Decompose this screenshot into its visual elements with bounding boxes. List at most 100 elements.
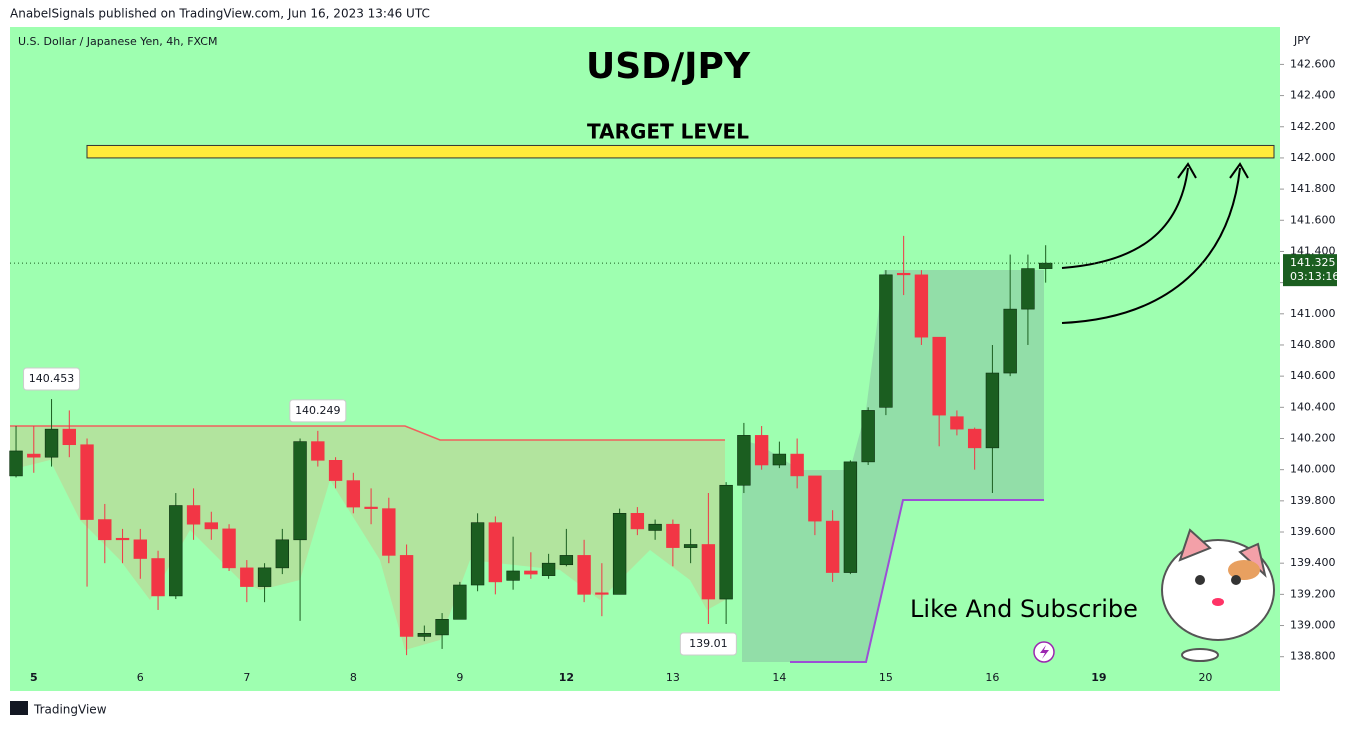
candle-body bbox=[257, 567, 272, 587]
candle-body bbox=[44, 428, 59, 458]
y-tick-label: 142.400 bbox=[1290, 89, 1336, 102]
candle-body bbox=[470, 522, 485, 586]
last-price-label: 141.325 bbox=[1290, 256, 1336, 269]
candle-body bbox=[701, 544, 716, 600]
price-callout bbox=[289, 399, 347, 423]
candle-body bbox=[666, 523, 680, 548]
y-tick-label: 139.800 bbox=[1290, 494, 1336, 507]
y-tick-label: 141.000 bbox=[1290, 307, 1336, 320]
x-tick-label: 6 bbox=[137, 671, 144, 684]
candle-body bbox=[577, 555, 591, 595]
x-tick-label: 13 bbox=[666, 671, 680, 684]
brand: TradingView bbox=[33, 703, 107, 717]
candle-body bbox=[524, 570, 538, 575]
candle-body bbox=[825, 520, 840, 573]
candle-body bbox=[62, 428, 76, 446]
subtitle: U.S. Dollar / Japanese Yen, 4h, FXCM bbox=[18, 35, 217, 48]
candle-body bbox=[861, 410, 875, 463]
candle-body bbox=[328, 460, 343, 481]
candle-body bbox=[808, 475, 822, 522]
y-tick-label: 139.400 bbox=[1290, 556, 1336, 569]
x-tick-label: 7 bbox=[243, 671, 250, 684]
y-tick-label: 142.000 bbox=[1290, 151, 1336, 164]
candle-body bbox=[115, 537, 130, 541]
candle-body bbox=[967, 428, 982, 449]
y-tick-label: 140.800 bbox=[1290, 338, 1336, 351]
candle-body bbox=[648, 523, 662, 531]
candle-body bbox=[435, 619, 449, 636]
brand-logo bbox=[10, 701, 28, 715]
header: AnabelSignals published on TradingView.c… bbox=[10, 7, 430, 21]
candle-body bbox=[896, 272, 911, 276]
candle-body bbox=[879, 274, 893, 408]
candle-body bbox=[541, 562, 556, 576]
y-tick-label: 141.600 bbox=[1290, 213, 1336, 226]
candle-body bbox=[914, 274, 929, 338]
x-tick-label: 19 bbox=[1091, 671, 1106, 684]
candle-body bbox=[790, 453, 804, 477]
price-callout-label: 140.453 bbox=[29, 372, 75, 385]
x-tick-label: 15 bbox=[879, 671, 893, 684]
x-tick-label: 8 bbox=[350, 671, 357, 684]
candle-body bbox=[630, 513, 645, 530]
y-tick-label: 140.200 bbox=[1290, 431, 1336, 444]
zone-line bbox=[10, 425, 725, 441]
currency: JPY bbox=[1293, 34, 1311, 47]
candle-body bbox=[311, 441, 325, 461]
candle-body bbox=[595, 592, 609, 595]
price-callout-label: 139.01 bbox=[689, 637, 728, 650]
bolt-glyph bbox=[1040, 645, 1049, 659]
y-tick-label: 140.000 bbox=[1290, 463, 1336, 476]
zone-line bbox=[790, 499, 1044, 663]
y-tick-label: 141.800 bbox=[1290, 182, 1336, 195]
candle-body bbox=[417, 633, 432, 637]
note: Like And Subscribe bbox=[910, 595, 1138, 623]
candle-body bbox=[151, 558, 165, 597]
candle-body bbox=[133, 539, 147, 559]
candle-body bbox=[222, 528, 236, 569]
y-tick-label: 140.400 bbox=[1290, 400, 1336, 413]
x-tick-label: 12 bbox=[559, 671, 574, 684]
x-tick-label: 9 bbox=[456, 671, 463, 684]
arrow-head bbox=[1229, 162, 1249, 179]
candle-body bbox=[1038, 262, 1053, 269]
candle-body bbox=[364, 506, 378, 509]
candle-body bbox=[772, 453, 787, 466]
candle-body bbox=[1021, 268, 1035, 310]
y-tick-label: 142.600 bbox=[1290, 57, 1336, 70]
candle-body bbox=[169, 505, 183, 597]
price-callout bbox=[679, 632, 737, 656]
y-tick-label: 139.200 bbox=[1290, 587, 1336, 600]
candle-body bbox=[612, 513, 627, 595]
x-tick-label: 20 bbox=[1198, 671, 1212, 684]
chart-title: USD/JPY bbox=[586, 46, 751, 87]
candle-body bbox=[754, 435, 769, 466]
candle-body bbox=[843, 461, 858, 573]
x-tick-label: 16 bbox=[985, 671, 999, 684]
candle-body bbox=[275, 539, 290, 569]
candle-body bbox=[453, 584, 467, 620]
zones bbox=[10, 270, 1044, 663]
arrow bbox=[1061, 167, 1241, 324]
candle-body bbox=[488, 522, 503, 583]
candle-body bbox=[9, 450, 23, 477]
candle-body bbox=[346, 480, 361, 508]
candle-body bbox=[737, 435, 751, 486]
candle-body bbox=[98, 519, 112, 541]
candle-body bbox=[932, 336, 946, 416]
candle-body bbox=[27, 453, 41, 458]
x-tick-label: 14 bbox=[772, 671, 786, 684]
countdown: 03:13:16 bbox=[1290, 270, 1339, 283]
y-tick-label: 139.600 bbox=[1290, 525, 1336, 538]
price-callout-label: 140.249 bbox=[295, 404, 341, 417]
candle-body bbox=[204, 522, 219, 530]
arrow-head bbox=[1177, 162, 1197, 179]
candle-body bbox=[80, 444, 94, 520]
candle-body bbox=[719, 484, 733, 600]
target-label: TARGET LEVEL bbox=[587, 120, 749, 144]
candle-body bbox=[293, 441, 307, 541]
candle-body bbox=[382, 508, 396, 556]
candle-body bbox=[506, 570, 520, 581]
